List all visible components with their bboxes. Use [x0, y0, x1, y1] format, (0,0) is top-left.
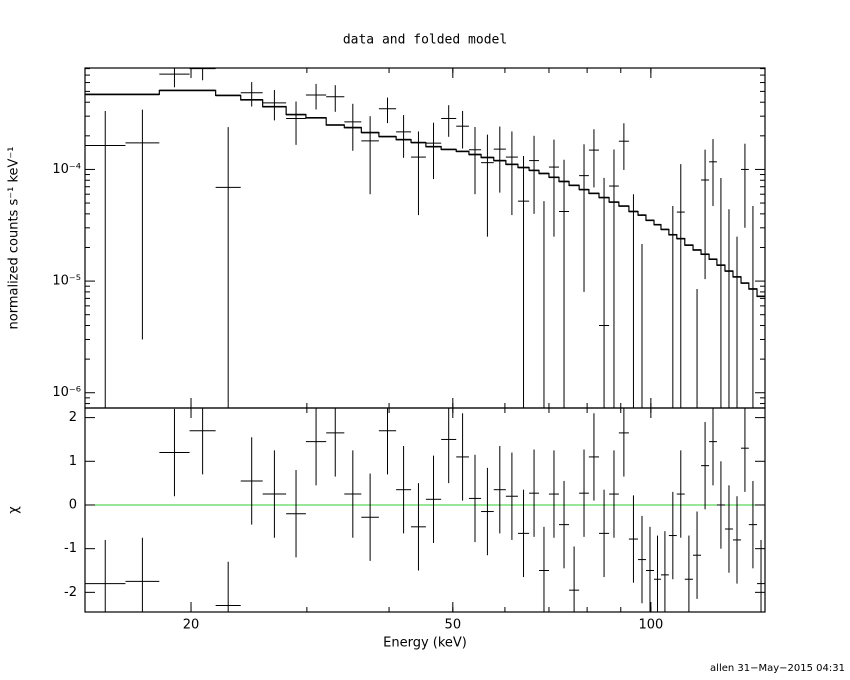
plot-frame — [84, 407, 766, 613]
x-axis-label: Energy (keV) — [383, 636, 467, 651]
y-tick-label: 10⁻⁵ — [52, 274, 81, 289]
y-tick-label: -1 — [64, 541, 77, 556]
y-axis-label: normalized counts s⁻¹ keV⁻¹ — [7, 147, 22, 330]
footer: allen 31−May−2015 04:31 — [710, 663, 845, 674]
y-tick-label: -2 — [64, 585, 77, 600]
x-tick-label: 50 — [445, 618, 462, 633]
x-tick-label: 100 — [638, 618, 663, 633]
y-tick-label: 1 — [69, 454, 77, 469]
axes: 20 50 100 10⁻⁶ 10⁻⁵ 10⁻⁴ -2 -1 0 1 2 — [52, 67, 766, 633]
chart-title: data and folded model — [343, 33, 507, 48]
top-plot — [85, 68, 765, 408]
y-tick-label: 0 — [69, 497, 77, 512]
y-axis-label: χ — [7, 506, 22, 514]
y-tick-label: 10⁻⁶ — [52, 385, 81, 400]
y-tick-label: 2 — [69, 410, 77, 425]
x-tick-label: 20 — [183, 618, 200, 633]
y-tick-label: 10⁻⁴ — [52, 162, 81, 177]
bottom-plot — [85, 408, 765, 612]
